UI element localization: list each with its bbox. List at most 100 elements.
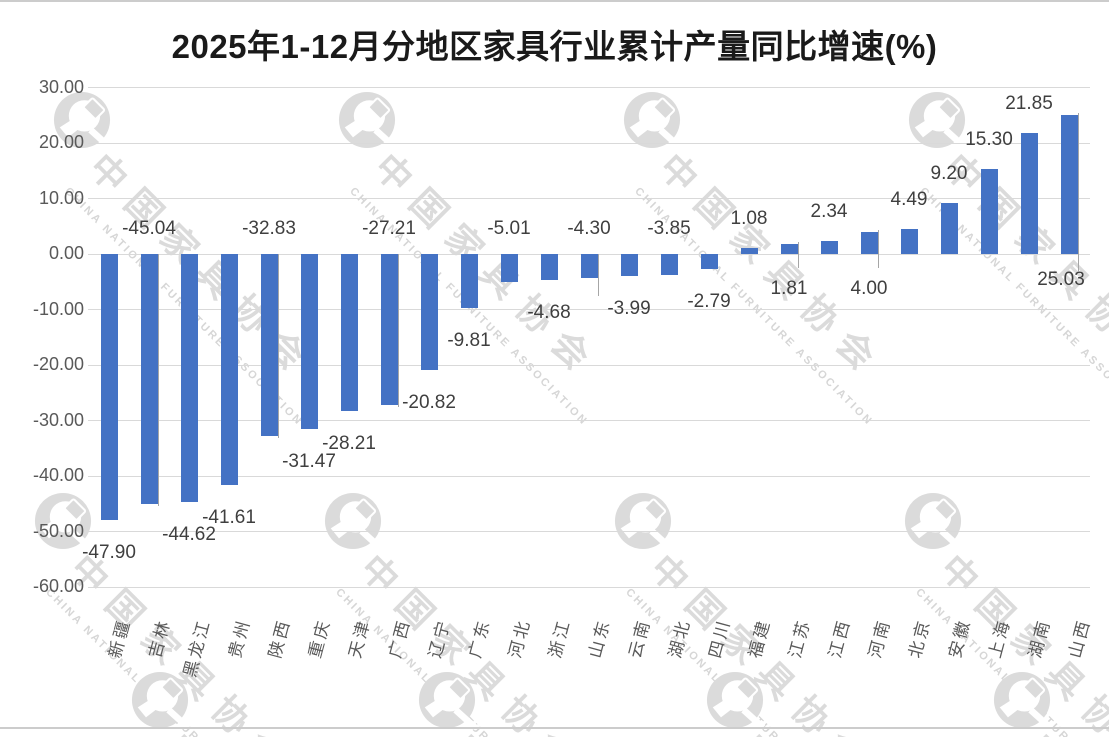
y-axis-tick-label: -20.00 bbox=[32, 354, 84, 374]
gridline bbox=[88, 531, 1090, 532]
bar bbox=[220, 254, 238, 485]
x-axis-category-text: 河南 bbox=[865, 616, 895, 661]
bar bbox=[860, 231, 878, 254]
chart-title: 2025年1-12月分地区家具行业累计产量同比增速(%) bbox=[171, 28, 938, 65]
bar bbox=[980, 169, 998, 254]
data-label: 21.85 bbox=[1005, 92, 1053, 114]
label-leader-line bbox=[157, 254, 159, 506]
bar bbox=[460, 254, 478, 309]
x-axis-category-text: 北京 bbox=[905, 616, 935, 661]
data-label: 9.20 bbox=[930, 162, 968, 184]
association-logo-icon bbox=[34, 492, 94, 551]
association-logo-icon bbox=[131, 671, 191, 730]
y-axis-tick-label: -10.00 bbox=[32, 298, 84, 319]
x-axis-category-text: 山东 bbox=[585, 616, 615, 661]
y-axis-tick-label: -50.00 bbox=[32, 520, 84, 541]
data-label: -2.79 bbox=[687, 291, 731, 313]
data-label: -4.68 bbox=[527, 301, 571, 323]
x-axis-category-text: 浙江 bbox=[545, 616, 575, 661]
y-axis-tick-label: -40.00 bbox=[32, 465, 84, 485]
bar bbox=[940, 202, 958, 254]
y-axis-tick-label: 0.00 bbox=[48, 243, 84, 263]
association-logo-icon bbox=[53, 91, 113, 150]
data-label: -20.82 bbox=[402, 391, 456, 413]
data-label: -44.62 bbox=[162, 523, 216, 545]
x-axis-category-text: 重庆 bbox=[305, 616, 335, 661]
x-axis-category-text: 山西 bbox=[1065, 616, 1095, 661]
data-label: -45.04 bbox=[122, 218, 176, 239]
x-axis-category-text: 江苏 bbox=[785, 616, 815, 661]
data-label: -5.01 bbox=[487, 218, 531, 239]
gridline bbox=[88, 475, 1090, 477]
x-axis-category-text: 吉林 bbox=[145, 616, 175, 661]
association-logo-icon bbox=[706, 671, 766, 730]
association-logo-icon bbox=[908, 91, 968, 150]
bar bbox=[1060, 115, 1078, 254]
label-leader-line bbox=[397, 254, 399, 407]
x-axis-category-text: 广西 bbox=[385, 616, 415, 661]
y-axis-tick-label: 30.00 bbox=[38, 76, 84, 97]
bar bbox=[340, 254, 358, 411]
bar bbox=[1020, 132, 1038, 254]
x-axis-category-text: 湖南 bbox=[1025, 616, 1055, 661]
bar bbox=[900, 229, 918, 254]
x-axis-category-text: 河北 bbox=[505, 616, 535, 661]
bar bbox=[180, 254, 198, 502]
association-logo-icon bbox=[324, 492, 384, 551]
data-label: 1.81 bbox=[770, 278, 808, 299]
x-axis-category-text: 上海 bbox=[985, 616, 1015, 661]
x-axis-category-text: 江西 bbox=[825, 616, 855, 661]
bar bbox=[300, 254, 318, 429]
label-leader-line bbox=[877, 229, 879, 268]
association-logo-icon bbox=[614, 492, 674, 551]
x-axis-category-text: 天津 bbox=[345, 616, 375, 661]
data-label: -3.99 bbox=[607, 298, 651, 320]
bar bbox=[660, 254, 678, 276]
bar bbox=[100, 254, 118, 520]
gridline bbox=[88, 142, 1090, 144]
gridline bbox=[88, 586, 1090, 588]
label-leader-line bbox=[797, 241, 799, 268]
association-logo-icon bbox=[904, 492, 964, 551]
bar bbox=[500, 254, 518, 282]
frame-border-bottom bbox=[0, 727, 1109, 729]
data-label: 2.34 bbox=[810, 201, 848, 222]
gridline bbox=[88, 87, 1090, 88]
association-logo-icon bbox=[338, 91, 398, 150]
y-axis-tick-label: -30.00 bbox=[32, 409, 84, 430]
x-axis-category-text: 陕西 bbox=[265, 616, 295, 661]
bar bbox=[140, 254, 158, 504]
association-logo-icon bbox=[993, 671, 1053, 730]
bar bbox=[420, 254, 438, 370]
bar bbox=[260, 254, 278, 437]
data-label: -41.61 bbox=[202, 506, 256, 528]
association-logo-icon bbox=[418, 671, 478, 730]
x-axis-category-text: 广东 bbox=[465, 616, 495, 661]
y-axis-tick-label: 10.00 bbox=[38, 187, 84, 208]
bar bbox=[380, 254, 398, 405]
gridline bbox=[88, 420, 1090, 421]
bar bbox=[780, 243, 798, 254]
frame-border-top bbox=[0, 0, 1109, 2]
x-axis-category-text: 云南 bbox=[625, 616, 655, 661]
data-label: -31.47 bbox=[282, 450, 336, 472]
data-label: 25.03 bbox=[1037, 269, 1085, 290]
label-leader-line bbox=[597, 254, 599, 296]
x-axis-category-text: 贵州 bbox=[225, 616, 255, 661]
gridline bbox=[88, 198, 1090, 199]
x-axis-category-text: 辽宁 bbox=[425, 616, 455, 661]
label-leader-line bbox=[1077, 113, 1079, 272]
data-label: 15.30 bbox=[965, 129, 1013, 151]
data-label: 1.08 bbox=[730, 208, 768, 229]
label-leader-line bbox=[277, 254, 279, 439]
bar bbox=[740, 248, 758, 254]
x-axis-category-text: 新疆 bbox=[105, 616, 135, 661]
data-label: 4.49 bbox=[890, 189, 928, 211]
bar bbox=[620, 254, 638, 277]
data-label: -3.85 bbox=[647, 218, 691, 239]
gridline bbox=[88, 309, 1090, 310]
